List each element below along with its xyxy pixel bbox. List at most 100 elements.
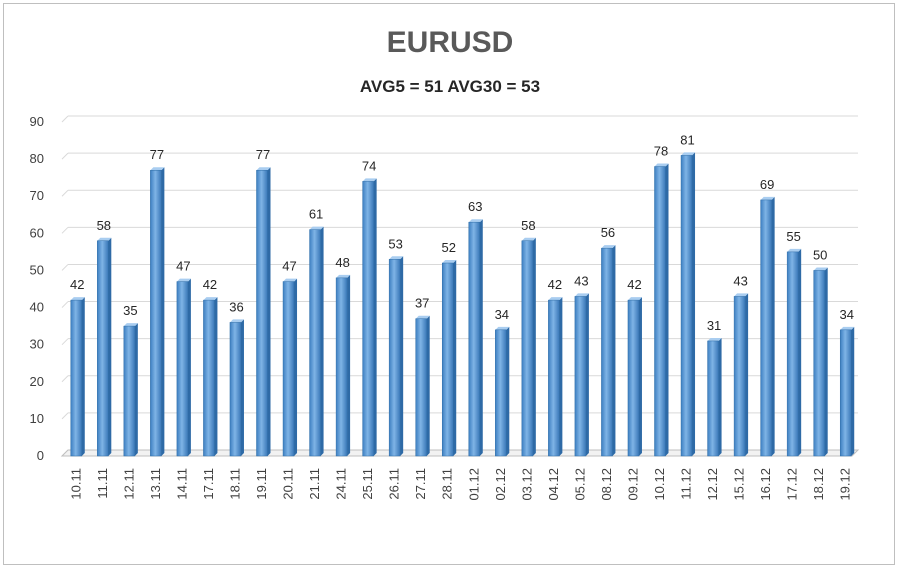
bar: [309, 229, 321, 457]
bar: [123, 325, 136, 457]
bar-top: [760, 196, 775, 200]
y-tick-label: 70: [30, 188, 44, 203]
data-label: 42: [548, 277, 562, 292]
bar-side: [718, 337, 722, 456]
bar-top: [176, 278, 191, 282]
bar: [839, 329, 852, 457]
data-label: 53: [388, 236, 402, 251]
bar-top: [203, 297, 218, 301]
x-tick-label: 24.11: [334, 468, 349, 500]
x-tick-label: 12.12: [705, 468, 720, 501]
x-tick-label: 05.12: [572, 468, 587, 501]
bar: [468, 221, 481, 457]
bar: [733, 296, 746, 457]
bar-side: [585, 293, 589, 456]
gridline-diag: [61, 152, 69, 160]
data-label: 50: [813, 247, 827, 262]
bar-top: [734, 293, 749, 297]
x-tick-label: 15.12: [732, 468, 747, 501]
bar-side: [373, 178, 377, 456]
bar-side: [267, 167, 271, 456]
bar-side: [665, 163, 669, 457]
x-tick-label: 11.11: [95, 468, 110, 499]
bar-top: [521, 237, 536, 241]
data-label: 42: [203, 277, 217, 292]
x-tick-label: 20.11: [281, 468, 296, 500]
x-tick-label: 27.11: [413, 468, 428, 500]
y-tick-label: 50: [30, 262, 44, 277]
bar-top: [389, 256, 404, 260]
bar: [441, 262, 454, 457]
data-label: 47: [176, 259, 190, 274]
bar-top: [123, 323, 138, 327]
bar: [601, 247, 613, 457]
data-label: 37: [415, 296, 429, 311]
data-label: 77: [150, 147, 164, 162]
bar: [415, 318, 427, 457]
bar: [150, 169, 162, 457]
x-tick-label: 25.11: [360, 468, 375, 500]
data-label: 78: [654, 144, 668, 159]
y-tick-label: 10: [30, 411, 44, 426]
bar-top: [681, 152, 696, 156]
y-tick-label: 30: [30, 337, 44, 352]
x-tick-label: 14.11: [174, 468, 189, 500]
y-tick-label: 0: [37, 448, 44, 463]
bar-top: [601, 245, 616, 249]
bar-side: [108, 237, 112, 456]
bar-top: [415, 315, 430, 319]
x-tick-label: 12.11: [121, 468, 136, 500]
bar-top: [813, 267, 828, 271]
data-label: 42: [70, 277, 84, 292]
bar-side: [214, 297, 218, 456]
bar-side: [347, 274, 351, 456]
gridline-diag: [61, 375, 69, 383]
x-tick-label: 21.11: [307, 468, 322, 500]
bar-top: [150, 167, 165, 171]
bar: [627, 299, 640, 457]
bar-side: [532, 237, 536, 456]
data-label: 43: [574, 273, 588, 288]
bar: [813, 270, 825, 457]
gridline-diag: [61, 226, 69, 234]
bar-side: [771, 196, 775, 456]
bar-side: [559, 297, 563, 456]
data-label: 34: [839, 307, 853, 322]
bar: [229, 322, 242, 457]
x-tick-label: 01.12: [466, 468, 481, 501]
x-tick-label: 16.12: [758, 468, 773, 501]
gridline-diag: [61, 412, 69, 420]
bar: [256, 169, 268, 457]
chart-title: EURUSD: [386, 26, 514, 59]
bar-top: [548, 297, 563, 301]
bar-side: [851, 326, 855, 456]
x-tick-label: 17.11: [201, 468, 216, 500]
bar: [495, 329, 507, 457]
y-tick-label: 20: [30, 374, 44, 389]
gridline-diag: [61, 115, 69, 123]
bar: [760, 199, 772, 457]
data-label: 81: [680, 132, 694, 147]
x-tick-label: 18.11: [227, 468, 242, 500]
bar-top: [654, 163, 669, 167]
bar: [362, 181, 374, 457]
gridline-diag: [61, 189, 69, 197]
data-label: 69: [760, 177, 774, 192]
bar-side: [798, 248, 802, 456]
data-label: 58: [521, 218, 535, 233]
bar: [70, 299, 83, 457]
data-label: 43: [733, 273, 747, 288]
bar-top: [468, 219, 483, 223]
data-label: 52: [441, 240, 455, 255]
bar-top: [707, 337, 722, 341]
bar-side: [81, 297, 85, 456]
bar-side: [638, 297, 642, 456]
x-tick-label: 03.12: [519, 468, 534, 501]
bar: [97, 240, 109, 457]
bar-side: [479, 219, 483, 456]
bar: [388, 259, 401, 457]
bar: [786, 251, 799, 457]
bar-top: [787, 248, 802, 252]
bar-top: [309, 226, 324, 230]
